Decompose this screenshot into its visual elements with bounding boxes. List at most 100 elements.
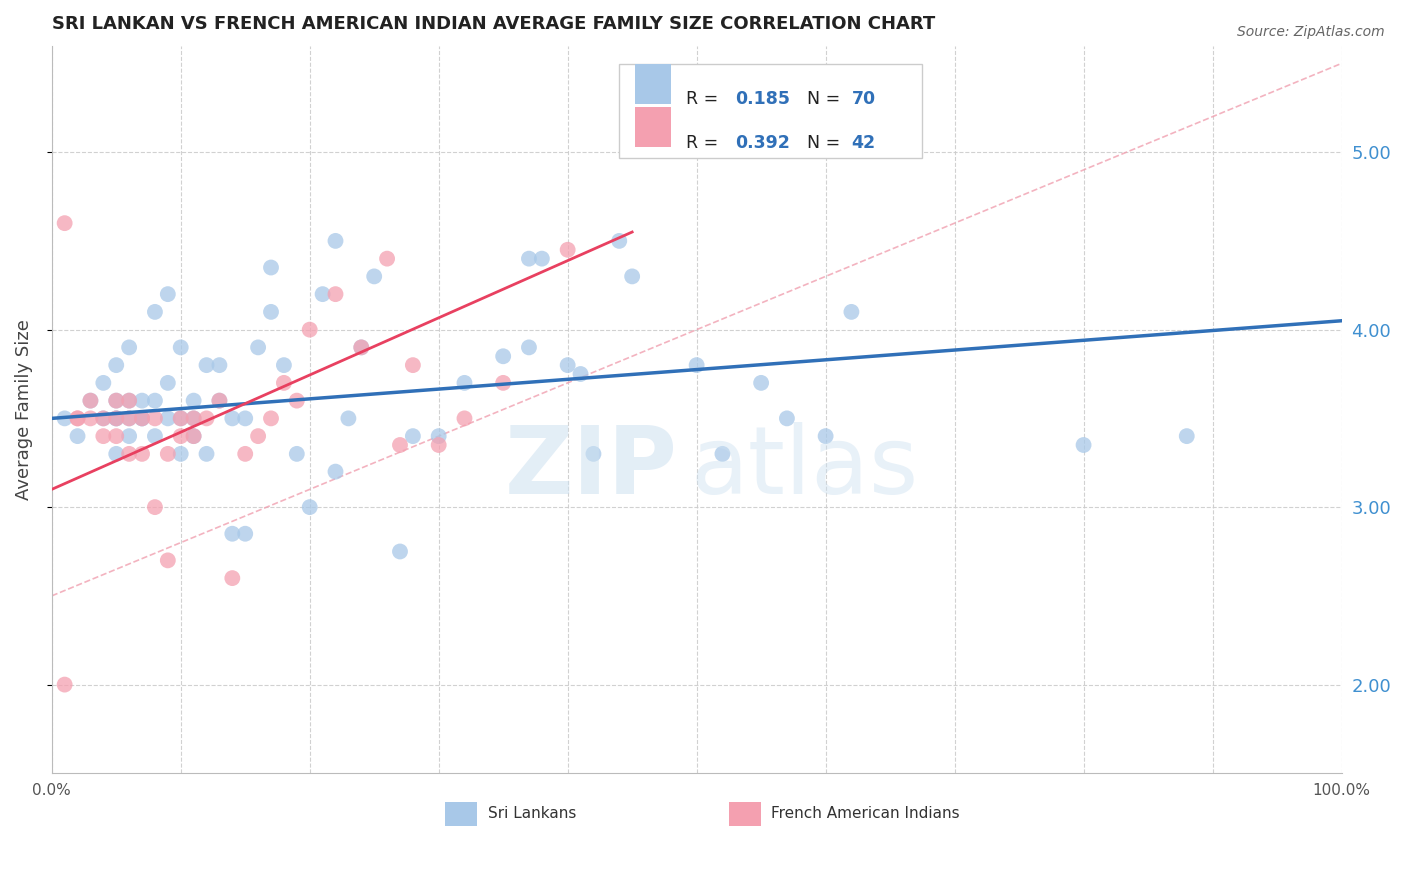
Point <box>260 411 283 425</box>
Point <box>375 252 398 266</box>
Point <box>183 429 205 443</box>
Point <box>208 358 231 372</box>
Point <box>298 500 321 515</box>
Point <box>350 340 373 354</box>
Point <box>195 358 218 372</box>
Point <box>170 411 193 425</box>
Point <box>170 411 193 425</box>
Point <box>607 234 630 248</box>
Point <box>427 429 450 443</box>
Point <box>233 447 256 461</box>
Point <box>143 305 166 319</box>
Point <box>118 340 141 354</box>
Point <box>208 393 231 408</box>
Point <box>685 358 707 372</box>
Point <box>183 393 205 408</box>
Point <box>388 544 411 558</box>
Point <box>170 429 193 443</box>
FancyBboxPatch shape <box>619 64 922 159</box>
Point <box>221 411 243 425</box>
Point <box>156 447 179 461</box>
Point <box>105 411 128 425</box>
Point <box>325 234 347 248</box>
Point <box>105 429 128 443</box>
Point <box>221 571 243 585</box>
Point <box>260 305 283 319</box>
Point <box>93 429 115 443</box>
Point <box>233 526 256 541</box>
Point <box>388 438 411 452</box>
Point <box>183 411 205 425</box>
Point <box>66 411 89 425</box>
Point <box>311 287 333 301</box>
Text: R =: R = <box>686 134 724 152</box>
Point <box>105 393 128 408</box>
Point <box>93 411 115 425</box>
Text: SRI LANKAN VS FRENCH AMERICAN INDIAN AVERAGE FAMILY SIZE CORRELATION CHART: SRI LANKAN VS FRENCH AMERICAN INDIAN AVE… <box>52 15 935 33</box>
Point <box>131 447 153 461</box>
Point <box>66 429 89 443</box>
Point <box>337 411 360 425</box>
Point <box>363 269 385 284</box>
Point <box>492 349 515 363</box>
Point <box>285 447 308 461</box>
Point <box>156 376 179 390</box>
Point <box>427 438 450 452</box>
Point <box>143 393 166 408</box>
Point <box>776 411 799 425</box>
Point <box>156 287 179 301</box>
Point <box>233 411 256 425</box>
Point <box>131 411 153 425</box>
Point <box>105 447 128 461</box>
Point <box>118 393 141 408</box>
Point <box>105 411 128 425</box>
Point <box>260 260 283 275</box>
Point <box>208 393 231 408</box>
Point <box>195 411 218 425</box>
Point <box>66 411 89 425</box>
Point <box>453 411 475 425</box>
Text: French American Indians: French American Indians <box>772 805 960 821</box>
Point <box>569 367 592 381</box>
Point <box>814 429 837 443</box>
Point <box>557 358 579 372</box>
Bar <box>728 803 761 827</box>
Point <box>183 429 205 443</box>
Point <box>79 393 101 408</box>
Point <box>530 252 553 266</box>
Point <box>79 411 101 425</box>
Text: 0.392: 0.392 <box>735 134 790 152</box>
Point <box>350 340 373 354</box>
Text: N =: N = <box>796 90 845 108</box>
Bar <box>446 803 478 827</box>
Point <box>195 447 218 461</box>
Y-axis label: Average Family Size: Average Family Size <box>15 319 32 500</box>
Point <box>517 252 540 266</box>
Point <box>131 393 153 408</box>
Point <box>93 376 115 390</box>
Text: Sri Lankans: Sri Lankans <box>488 805 576 821</box>
Point <box>711 447 734 461</box>
Point <box>118 447 141 461</box>
Point <box>273 376 295 390</box>
Point <box>53 677 76 691</box>
Point <box>105 411 128 425</box>
Point <box>453 376 475 390</box>
Point <box>621 269 644 284</box>
Point <box>170 340 193 354</box>
Point <box>582 447 605 461</box>
Point <box>492 376 515 390</box>
Point <box>517 340 540 354</box>
Point <box>105 393 128 408</box>
Point <box>156 553 179 567</box>
Point <box>105 358 128 372</box>
Point <box>1073 438 1095 452</box>
Point <box>143 500 166 515</box>
Point <box>1175 429 1198 443</box>
Point <box>247 429 270 443</box>
Point <box>170 447 193 461</box>
Text: 42: 42 <box>852 134 876 152</box>
Point <box>325 287 347 301</box>
Point <box>402 429 425 443</box>
Point <box>93 411 115 425</box>
